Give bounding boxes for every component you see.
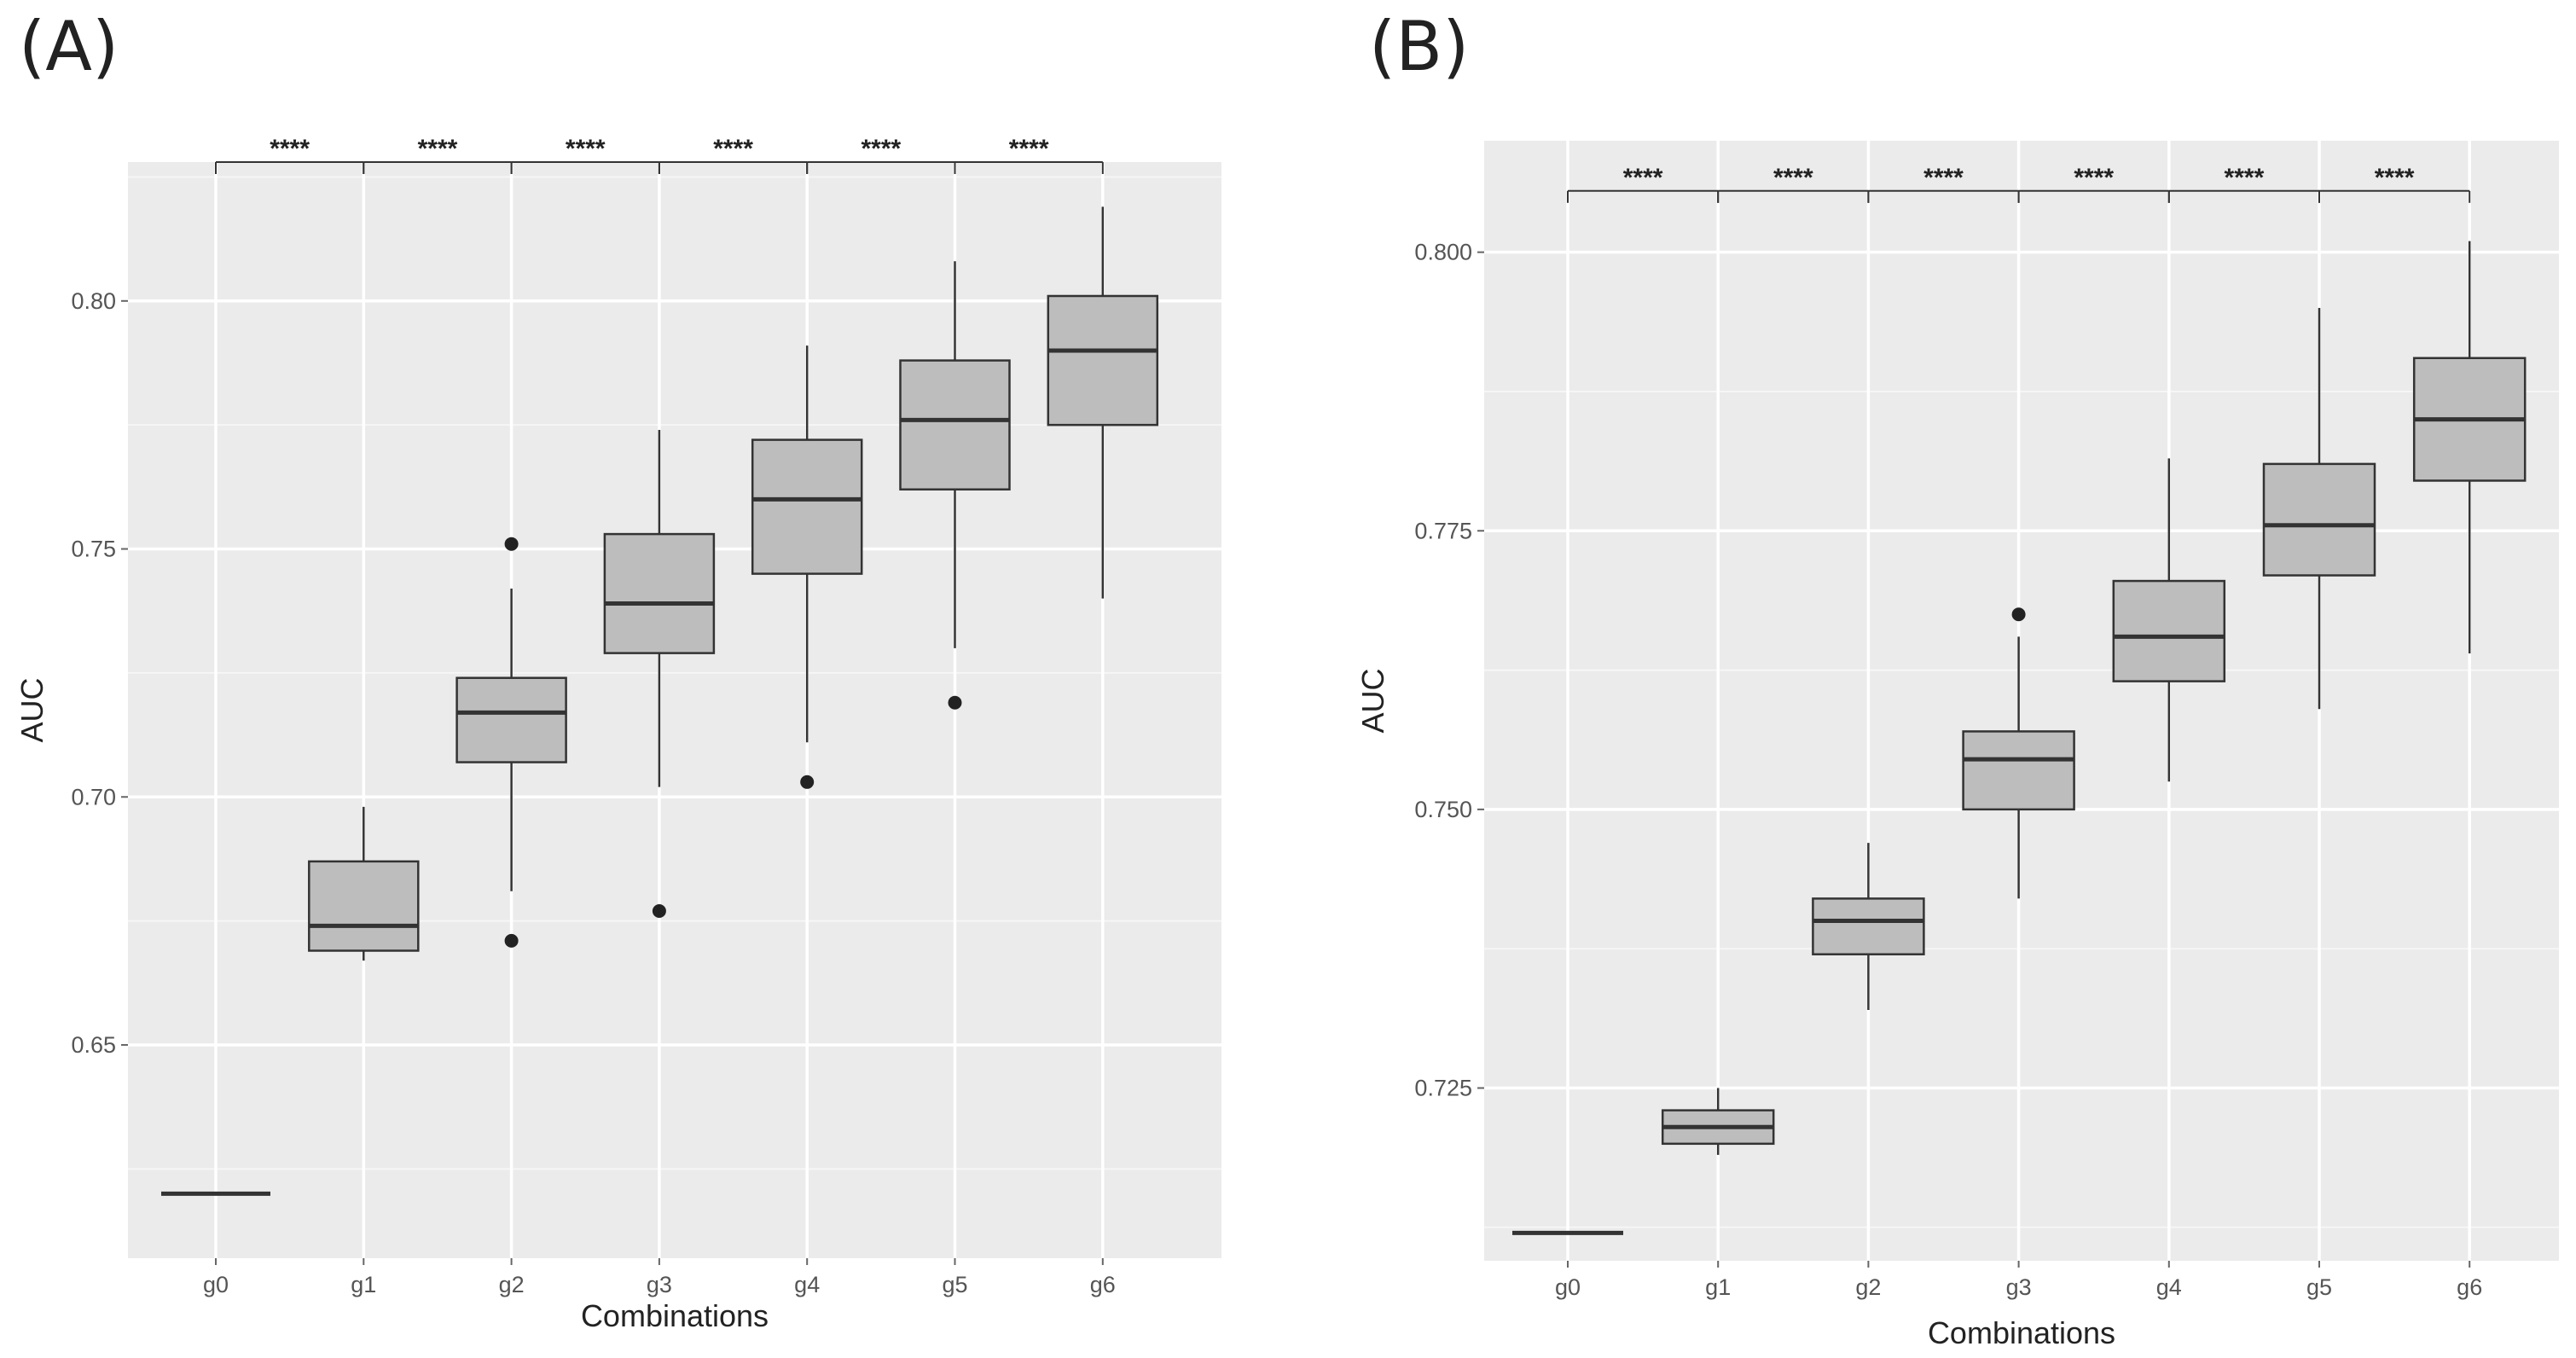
x-axis-title-b: Combinations — [1928, 1315, 2115, 1350]
box-g4-b — [2112, 458, 2226, 782]
box-body — [308, 860, 420, 952]
box-body — [1047, 294, 1159, 427]
x-tick-label-b: g4 — [2156, 1274, 2182, 1300]
y-tick-label-b: 0.725 — [1414, 1075, 1472, 1100]
significance-label-b: **** — [2074, 164, 2114, 192]
plot-a: 0.65 0.70 0.75 0.80 g0 g1 g2 g3 g4 g5 g6 **** **** **… — [15, 135, 1221, 1333]
box-body — [1812, 897, 1925, 955]
x-tick-label-b: g6 — [2457, 1274, 2482, 1300]
significance-label-a: **** — [713, 135, 753, 163]
panel-label-a: (A) — [19, 7, 119, 86]
outlier-point — [800, 775, 815, 789]
box-g6-b — [2412, 241, 2527, 653]
y-tick-label-b: 0.750 — [1414, 797, 1472, 822]
box-body — [751, 438, 863, 575]
box-body — [899, 359, 1011, 491]
x-tick-label-a: g3 — [647, 1272, 672, 1297]
y-tick-label-a: 0.80 — [71, 288, 116, 314]
panel-label-b: (B) — [1369, 7, 1470, 86]
outlier-point — [652, 903, 666, 918]
outlier-point — [2011, 607, 2026, 622]
plot-background-a — [128, 162, 1221, 1258]
significance-label-b: **** — [2225, 164, 2265, 192]
y-axis-title-a: AUC — [15, 677, 49, 742]
box-g1-a — [308, 806, 420, 961]
box-body — [603, 532, 716, 654]
x-tick-label-a: g1 — [351, 1272, 376, 1297]
x-tick-label-a: g5 — [942, 1272, 967, 1297]
box-body — [2112, 579, 2226, 682]
y-tick-label-a: 0.70 — [71, 784, 116, 810]
significance-label-b: **** — [1923, 164, 1964, 192]
x-tick-label-a: g4 — [794, 1272, 820, 1297]
plot-background-b — [1484, 141, 2559, 1261]
significance-label-a: **** — [861, 135, 901, 163]
x-tick-label-b: g3 — [2006, 1274, 2032, 1300]
box-g2-b — [1812, 843, 1925, 1011]
box-body — [455, 676, 567, 763]
significance-label-b: **** — [2375, 164, 2415, 192]
box-g3-a — [603, 429, 716, 918]
y-axis-title-b: AUC — [1355, 668, 1390, 733]
box-g4-a — [751, 345, 863, 789]
x-tick-label-b: g1 — [1705, 1274, 1731, 1300]
plot-b: 0.725 0.750 0.775 0.800 g0 g1 g2 g3 g4 g5 g6 **** **… — [1355, 141, 2559, 1350]
x-tick-label-a: g6 — [1090, 1272, 1116, 1297]
outlier-point — [504, 933, 519, 948]
outlier-point — [504, 537, 519, 551]
outlier-point — [948, 695, 962, 710]
significance-label-a: **** — [270, 135, 310, 163]
significance-label-a: **** — [566, 135, 606, 163]
significance-label-b: **** — [1623, 164, 1663, 192]
y-tick-label-b: 0.800 — [1414, 240, 1472, 265]
box-body — [1962, 730, 2075, 811]
y-tick-label-a: 0.65 — [71, 1032, 116, 1058]
significance-label-b: **** — [1773, 164, 1813, 192]
box-g1-b — [1661, 1088, 1775, 1155]
significance-label-a: **** — [1009, 135, 1049, 163]
y-tick-label-b: 0.775 — [1414, 518, 1472, 543]
box-g5-a — [899, 261, 1011, 710]
box-g2-a — [455, 537, 567, 948]
box-body — [2262, 462, 2376, 577]
x-axis-title-a: Combinations — [581, 1298, 769, 1333]
box-g5-b — [2262, 307, 2376, 710]
box-g3-b — [1962, 607, 2075, 899]
x-tick-label-a: g2 — [499, 1272, 525, 1297]
y-tick-label-a: 0.75 — [71, 537, 116, 562]
x-tick-label-b: g5 — [2306, 1274, 2332, 1300]
significance-label-a: **** — [418, 135, 458, 163]
box-g6-a — [1047, 206, 1159, 599]
x-tick-label-b: g2 — [1855, 1274, 1881, 1300]
x-tick-label-b: g0 — [1555, 1274, 1581, 1300]
x-tick-label-a: g0 — [203, 1272, 229, 1297]
